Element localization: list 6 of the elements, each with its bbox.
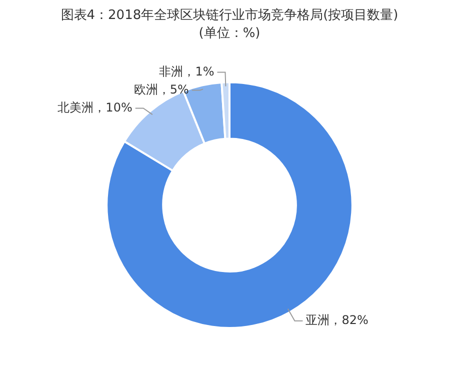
slice-label: 亚洲，82%	[306, 313, 368, 328]
slice-label: 北美洲，10%	[58, 100, 132, 114]
chart-subtitle: (单位：%)	[198, 26, 260, 41]
slice-label: 非洲，1%	[159, 64, 214, 78]
slice-label: 欧洲，5%	[134, 82, 189, 96]
chart-title: 图表4：2018年全球区块链行业市场竞争格局(按项目数量)	[60, 8, 398, 24]
